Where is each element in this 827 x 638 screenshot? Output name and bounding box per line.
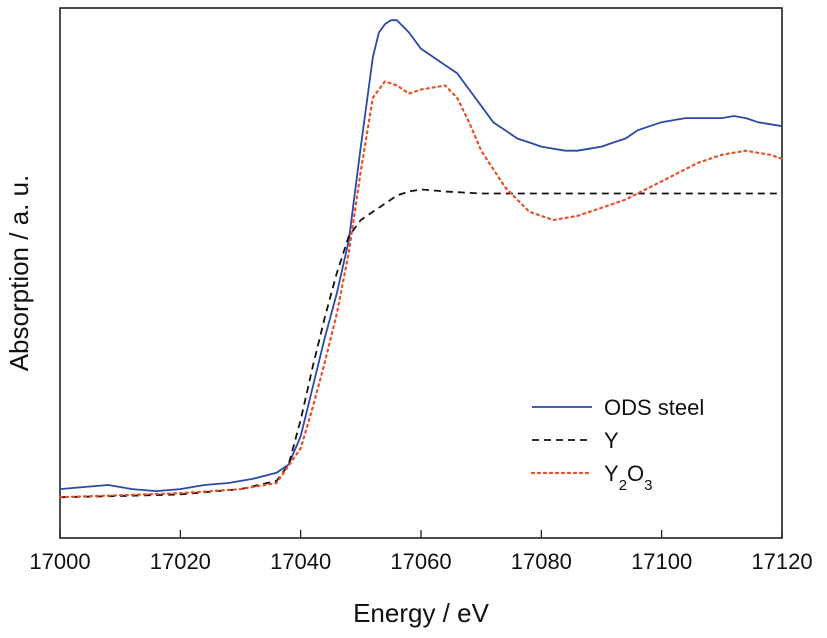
tick-layer: 17000 17020 17040 17060 17080 17100 17120	[29, 530, 813, 574]
x-tick-label: 17020	[150, 549, 211, 574]
y-axis-title: Absorption / a. u.	[4, 175, 34, 372]
legend-label-2: Y2O3	[604, 461, 653, 494]
x-tick-label: 17100	[631, 549, 692, 574]
series-line-2	[58, 80, 784, 499]
series-line-1	[59, 188, 782, 499]
x-tick-label: 17040	[270, 549, 331, 574]
x-tick-label: 17060	[390, 549, 451, 574]
x-tick-label: 17080	[511, 549, 572, 574]
x-tick-label: 17000	[29, 549, 90, 574]
series-line-0	[59, 19, 783, 493]
plot-frame	[59, 7, 783, 539]
series-layer	[58, 19, 784, 499]
x-axis-title: Energy / eV	[353, 598, 490, 628]
x-tick-label: 17120	[751, 549, 812, 574]
legend-label-0: ODS steel	[604, 395, 704, 420]
legend: ODS steel Y Y2O3	[530, 395, 704, 494]
legend-label-1: Y	[604, 428, 619, 453]
